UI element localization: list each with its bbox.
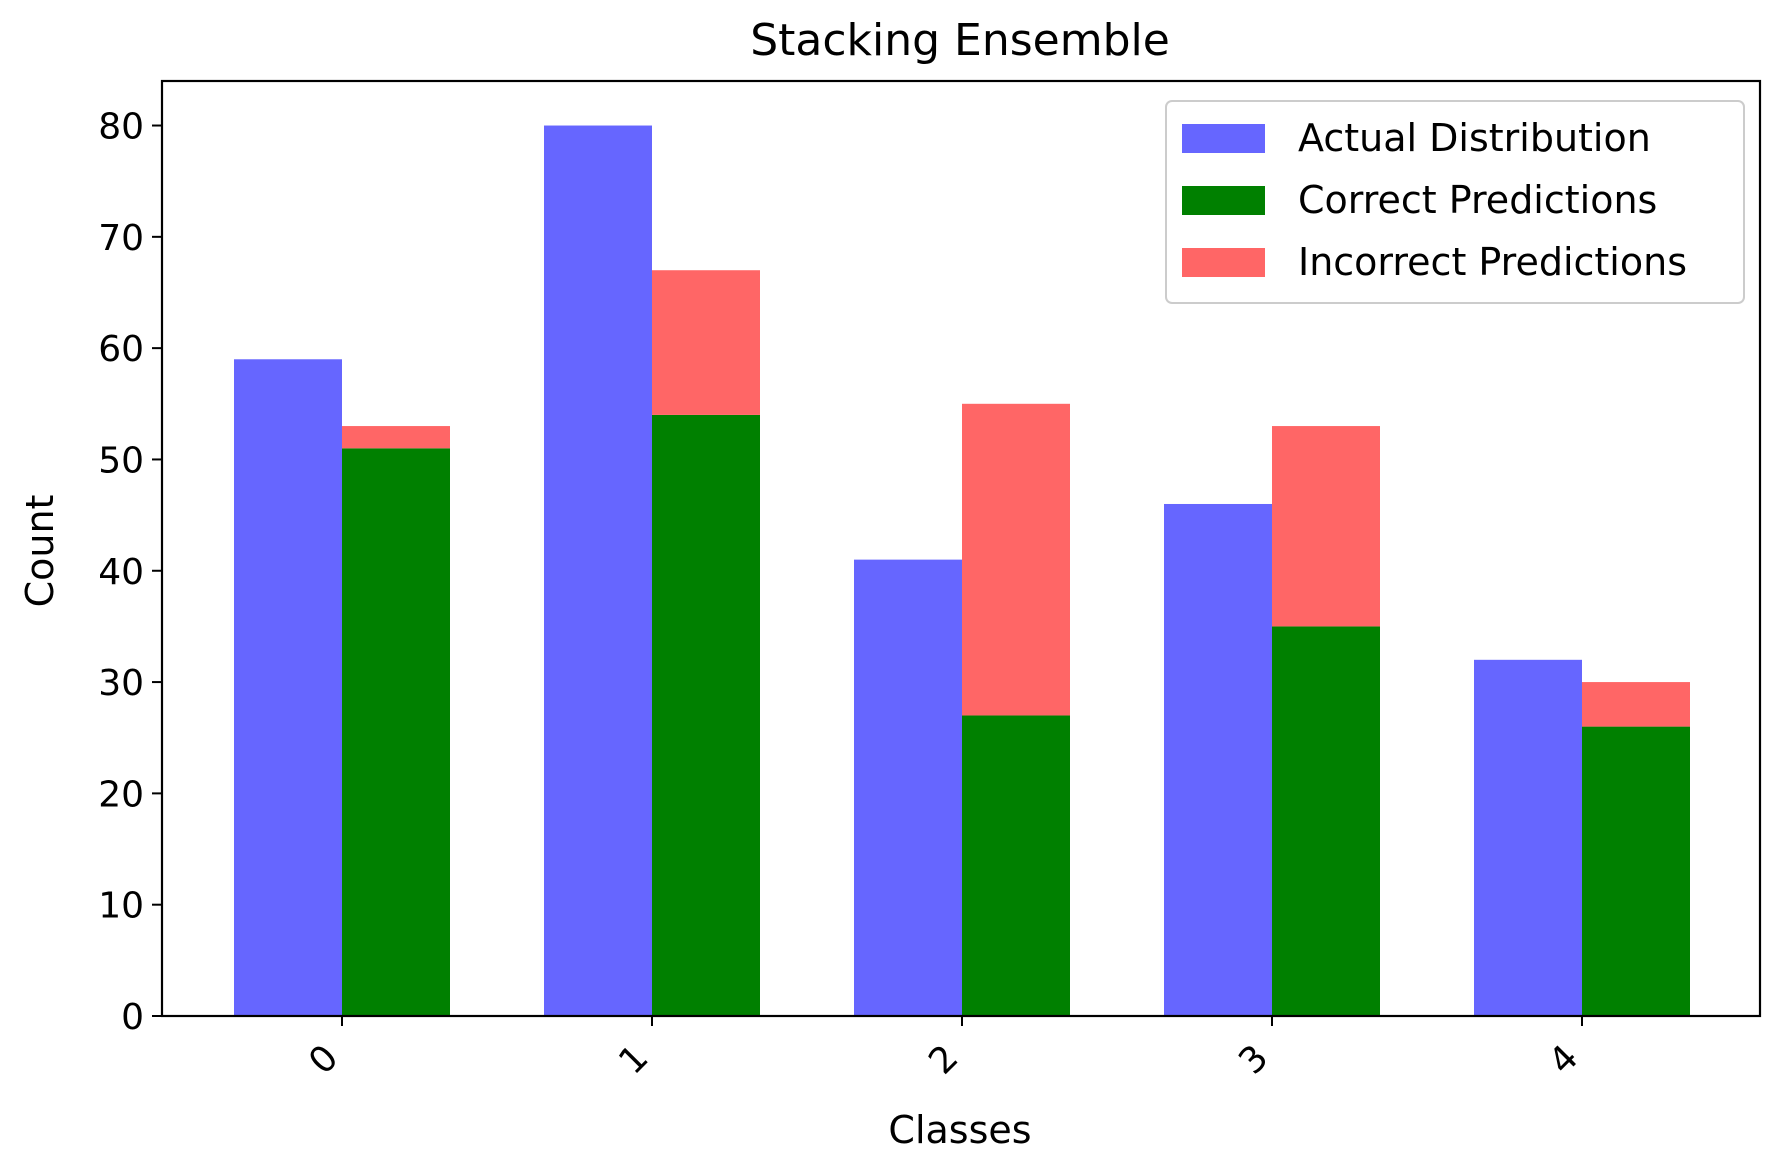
x-tick-label: 4: [1541, 1037, 1586, 1082]
x-axis-label: Classes: [888, 1108, 1031, 1152]
y-tick-label: 0: [121, 997, 144, 1038]
bars-layer: [234, 125, 1690, 1017]
legend-swatch-actual-distribution: [1182, 124, 1265, 153]
y-axis-label: Count: [18, 495, 62, 608]
bar-incorrect-predictions-class-4: [1582, 682, 1690, 727]
x-tick-label: 1: [611, 1037, 656, 1082]
bar-correct-predictions-class-0: [342, 448, 450, 1017]
legend-swatch-correct-predictions: [1182, 186, 1265, 215]
chart-title: Stacking Ensemble: [750, 15, 1170, 66]
bar-actual-distribution-class-1: [544, 125, 652, 1017]
y-tick-label: 50: [98, 440, 144, 481]
bar-incorrect-predictions-class-0: [342, 426, 450, 449]
x-tick-label: 3: [1231, 1037, 1276, 1082]
bar-incorrect-predictions-class-1: [652, 270, 760, 415]
bar-actual-distribution-class-4: [1474, 659, 1582, 1016]
bar-correct-predictions-class-2: [962, 715, 1070, 1016]
bar-actual-distribution-class-0: [234, 359, 342, 1016]
y-tick-label: 60: [98, 329, 144, 370]
y-tick-label: 80: [98, 107, 144, 148]
bar-correct-predictions-class-4: [1582, 726, 1690, 1016]
y-tick-label: 40: [98, 552, 144, 593]
y-tick-label: 20: [98, 774, 144, 815]
legend-label-correct-predictions: Correct Predictions: [1298, 178, 1657, 222]
y-tick-label: 10: [98, 886, 144, 927]
bar-correct-predictions-class-1: [652, 414, 760, 1016]
y-tick-label: 70: [98, 218, 144, 259]
bar-incorrect-predictions-class-2: [962, 403, 1070, 716]
bar-actual-distribution-class-3: [1164, 503, 1272, 1016]
bar-correct-predictions-class-3: [1272, 626, 1380, 1016]
legend-label-incorrect-predictions: Incorrect Predictions: [1298, 240, 1687, 284]
legend-swatch-incorrect-predictions: [1182, 248, 1265, 277]
y-tick-label: 30: [98, 663, 144, 704]
x-tick-label: 0: [301, 1037, 346, 1082]
x-tick-label: 2: [921, 1037, 966, 1082]
legend-label-actual-distribution: Actual Distribution: [1298, 116, 1651, 160]
bar-actual-distribution-class-2: [854, 559, 962, 1016]
legend: Actual Distribution Correct Predictions In…: [1165, 100, 1745, 304]
bar-incorrect-predictions-class-3: [1272, 426, 1380, 627]
legend-box: [1165, 100, 1745, 304]
